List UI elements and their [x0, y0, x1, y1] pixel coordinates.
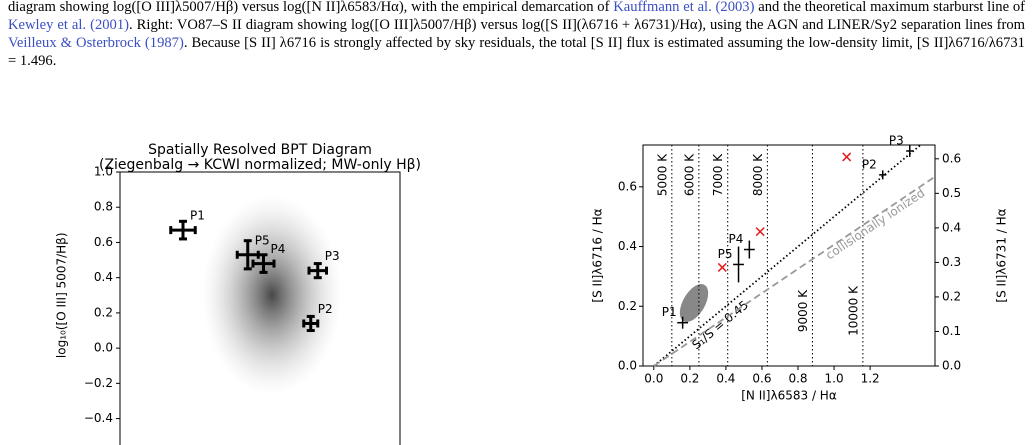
temperature-label: 8000 K	[751, 153, 765, 196]
y2-tick-label: 0.1	[942, 324, 961, 338]
y2-tick-label: 0.0	[942, 359, 961, 373]
plot-frame	[119, 171, 401, 445]
point-label: P3	[325, 249, 340, 263]
x-tick-label: 0.4	[716, 372, 735, 386]
y-tick-label: 0.0	[618, 359, 637, 373]
y2-tick-label: 0.3	[942, 255, 961, 269]
plot-frame	[642, 144, 936, 367]
y2-tick-label: 0.5	[942, 186, 961, 200]
y-axis-label: [S II]λ6716 / Hα	[591, 208, 605, 302]
chart-title: Spatially Resolved BPT Diagram	[148, 142, 372, 158]
y-tick-label: 0.2	[618, 299, 637, 313]
temperature-label: 9000 K	[796, 289, 810, 332]
y-tick-label: −0.2	[84, 376, 113, 390]
y-tick-label: 0.4	[618, 239, 637, 253]
temperature-label: 10000 K	[846, 285, 860, 336]
red-marker	[842, 152, 852, 162]
point-label: P1	[190, 209, 205, 223]
y2-tick-label: 0.6	[942, 151, 961, 165]
x-tick-label: 0.2	[680, 372, 699, 386]
y-tick-label: 1.0	[94, 165, 113, 179]
y-tick-label: −0.4	[84, 411, 113, 425]
y-tick-label: 0.8	[94, 200, 113, 214]
y-tick-label: 0.2	[94, 305, 113, 319]
x-tick-label: 0.0	[644, 372, 663, 386]
x-axis-label: [N II]λ6583 / Hα	[741, 389, 837, 403]
y-tick-label: 0.0	[94, 341, 113, 355]
x-tick-label: 0.8	[788, 372, 807, 386]
point-label: P4	[271, 242, 286, 256]
y-tick-label: 0.4	[94, 270, 113, 284]
point-label: P2	[318, 302, 333, 316]
text-run: . Because [S II] λ6716 is strongly affec…	[8, 35, 1025, 69]
y-tick-label: 0.6	[618, 179, 637, 193]
x-tick-label: 0.6	[752, 372, 771, 386]
text-run: diagram showing log([O III]λ5007/Hβ) ver…	[8, 0, 614, 15]
text-run: . Right: VO87–S II diagram showing log([…	[129, 17, 1025, 33]
region-ellipse	[679, 284, 709, 322]
reference-line	[653, 144, 922, 367]
point-label: P4	[728, 232, 743, 246]
y2-tick-label: 0.2	[942, 289, 961, 303]
reference-line	[653, 177, 934, 367]
density-map	[202, 195, 342, 395]
text-run: and the theoretical maximum starburst li…	[754, 0, 1025, 15]
citation[interactable]: Veilleux & Osterbrock (1987)	[8, 35, 184, 51]
y-axis-label: log₁₀([O III] 5007/Hβ)	[55, 232, 69, 358]
point-label: P5	[718, 247, 733, 261]
citation[interactable]: Kauffmann et al. (2003)	[613, 0, 755, 15]
point-label: P2	[862, 157, 877, 171]
line-annotation: collisionally ionized	[823, 186, 927, 263]
y-tick-label: 0.6	[94, 235, 113, 249]
y2-tick-label: 0.4	[942, 220, 961, 234]
citation[interactable]: Kewley et al. (2001)	[8, 17, 130, 33]
x-tick-label: 1.0	[825, 372, 844, 386]
point-label: P1	[662, 305, 677, 319]
point-label: P5	[255, 233, 270, 247]
paragraph: diagram showing log([O III]λ5007/Hβ) ver…	[8, 0, 1025, 70]
y2-axis-label: [S II]λ6731 / Hα	[995, 208, 1009, 302]
red-marker	[717, 262, 727, 272]
chart-subtitle: (Ziegenbalg → KCWI normalized; MW-only H…	[99, 157, 421, 173]
temperature-label: 7000 K	[711, 153, 725, 196]
x-tick-label: 1.2	[861, 372, 880, 386]
temperature-label: 6000 K	[682, 153, 696, 196]
point-label: P3	[889, 133, 904, 147]
temperature-label: 5000 K	[655, 153, 669, 196]
red-marker	[755, 227, 765, 237]
